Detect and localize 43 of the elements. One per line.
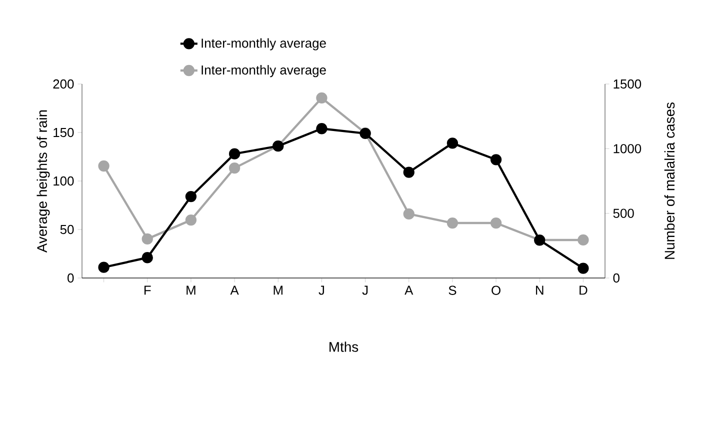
x-tick-label: A — [404, 286, 414, 295]
point — [490, 217, 502, 229]
point — [578, 262, 589, 274]
y2-tick-label: 500 — [613, 208, 634, 218]
x-axis-title: Mths — [330, 342, 358, 352]
x-tick-label: J — [362, 286, 368, 295]
y-tick-label: 200 — [53, 79, 74, 89]
point — [446, 138, 458, 149]
x-tick-label: O — [492, 286, 500, 295]
x-tick-label: D — [580, 286, 588, 295]
y-tick-label: 150 — [54, 128, 74, 138]
point — [316, 123, 328, 134]
x-tick-label: A — [230, 286, 239, 295]
y2-tick-label: 0 — [613, 273, 620, 283]
point — [490, 154, 502, 166]
y2-tick-label: 1500 — [614, 79, 642, 89]
point — [185, 214, 197, 226]
x-tick-label: J — [318, 286, 324, 295]
x-tick-label: M — [186, 286, 196, 295]
point — [446, 217, 458, 229]
point — [98, 262, 110, 273]
point — [142, 233, 153, 245]
x-tick-label: N — [536, 286, 544, 295]
y-tick-label: 100 — [54, 176, 74, 186]
y2-axis-title: Number of malalria cases — [664, 102, 675, 259]
point — [228, 148, 240, 160]
point — [578, 234, 589, 246]
point — [403, 166, 414, 178]
y-axis-title: Average heights of rain — [36, 110, 50, 253]
y-tick-label: 0 — [68, 273, 74, 283]
point — [142, 252, 153, 264]
point — [98, 160, 110, 172]
x-tick-label: F — [144, 286, 151, 295]
point — [185, 190, 197, 202]
y-tick-label: 50 — [60, 224, 74, 234]
legend-label: Inter-monthly average — [202, 65, 326, 78]
point — [403, 208, 414, 220]
point — [316, 92, 328, 104]
point — [228, 162, 240, 174]
y2-tick-label: 1000 — [614, 144, 642, 154]
x-tick-label: M — [274, 286, 282, 295]
legend-label: Inter-monthly average — [202, 38, 326, 50]
x-tick-label: S — [448, 286, 456, 295]
